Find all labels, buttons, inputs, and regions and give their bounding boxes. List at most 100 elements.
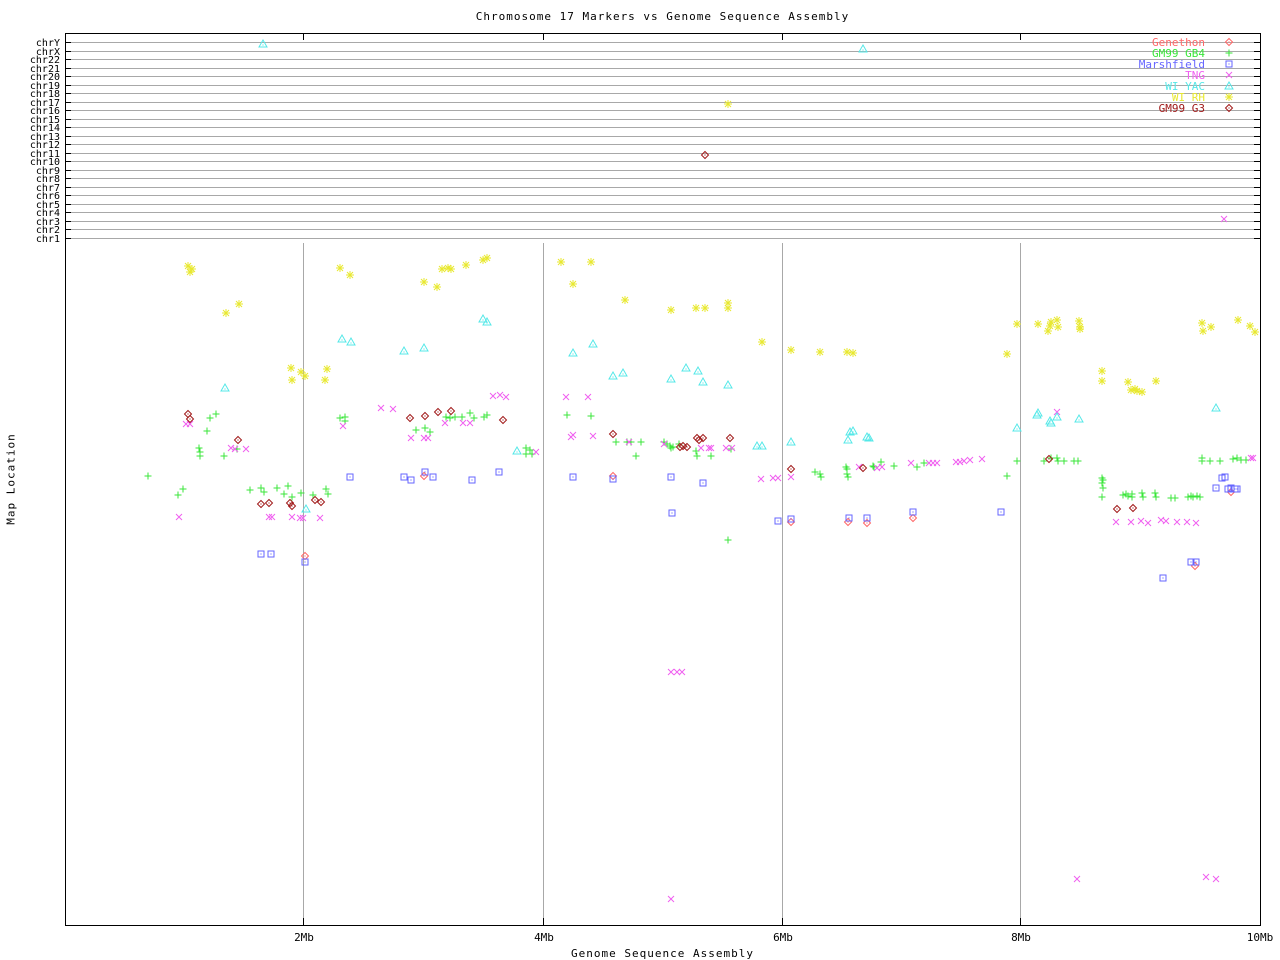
data-point — [399, 345, 409, 355]
data-point — [705, 444, 713, 452]
legend-label: GM99 GB4 — [1152, 47, 1205, 60]
data-point — [1198, 457, 1206, 465]
data-point — [1128, 503, 1138, 513]
data-point — [845, 514, 853, 522]
data-point — [666, 373, 676, 383]
data-point — [811, 468, 819, 476]
data-point — [288, 493, 296, 501]
data-point — [288, 513, 296, 521]
y-chrom-label: chr14 — [30, 123, 60, 134]
data-point — [309, 491, 317, 499]
data-point — [752, 440, 762, 450]
data-point — [724, 536, 732, 544]
data-point — [786, 436, 796, 446]
data-point — [844, 473, 852, 481]
data-point — [1040, 457, 1048, 465]
data-point — [1229, 455, 1237, 463]
data-point — [235, 300, 243, 308]
data-point — [878, 463, 886, 471]
data-point — [257, 484, 265, 492]
data-point — [569, 431, 577, 439]
data-point — [693, 452, 701, 460]
data-point — [412, 426, 420, 434]
data-point — [1199, 327, 1207, 335]
data-point — [774, 474, 782, 482]
data-point — [787, 515, 795, 523]
data-point — [569, 473, 577, 481]
y-chrom-label: chr4 — [36, 208, 60, 219]
data-point — [693, 365, 703, 375]
data-point — [667, 895, 675, 903]
data-point — [1127, 518, 1135, 526]
data-point — [222, 309, 230, 317]
data-point — [479, 256, 487, 264]
data-point — [203, 427, 211, 435]
data-point — [301, 372, 309, 380]
data-point — [1193, 492, 1201, 500]
data-point — [264, 498, 274, 508]
y-chrom-label: chr2 — [36, 225, 60, 236]
data-point — [701, 304, 709, 312]
data-point — [407, 434, 415, 442]
y-chrom-label: chr9 — [36, 166, 60, 177]
data-point — [697, 444, 705, 452]
data-point — [246, 486, 254, 494]
data-point — [227, 444, 235, 452]
data-point — [1046, 417, 1056, 427]
data-point — [817, 473, 825, 481]
x-tick-label: 2Mb — [294, 931, 314, 944]
data-point — [512, 445, 522, 455]
data-point — [419, 342, 429, 352]
data-point — [1034, 320, 1042, 328]
data-point — [242, 445, 250, 453]
data-point — [568, 347, 578, 357]
y-chrom-label: chrY — [36, 38, 60, 49]
data-point — [420, 278, 428, 286]
data-point — [1192, 558, 1200, 566]
series-gm99-gb4 — [144, 409, 1250, 544]
data-point — [1159, 574, 1167, 582]
series-genethon — [300, 471, 1236, 571]
y-chrom-label: chr22 — [30, 55, 60, 66]
data-point — [723, 379, 733, 389]
data-point — [1074, 413, 1084, 423]
data-point — [848, 425, 858, 435]
data-point — [233, 435, 243, 445]
data-point — [612, 438, 620, 446]
legend-marker-triangle-icon — [1224, 80, 1234, 90]
data-point — [637, 438, 645, 446]
data-point — [478, 313, 488, 323]
data-point — [346, 336, 356, 346]
series-gm99-g3 — [183, 150, 1138, 514]
data-point — [1251, 328, 1259, 336]
data-point — [978, 455, 986, 463]
data-point — [260, 488, 268, 496]
data-point — [908, 513, 918, 523]
y-chrom-label: chr10 — [30, 157, 60, 168]
data-point — [1054, 457, 1062, 465]
data-point — [1098, 479, 1106, 487]
data-point — [774, 517, 782, 525]
legend-label: Marshfield — [1139, 58, 1205, 71]
data-point — [757, 475, 765, 483]
data-point — [1003, 472, 1011, 480]
data-point — [420, 411, 430, 421]
data-point — [421, 424, 429, 432]
data-point — [1053, 454, 1061, 462]
data-point — [673, 668, 681, 676]
data-point — [1196, 493, 1204, 501]
data-point — [669, 443, 677, 451]
x-tick-label: 10Mb — [1247, 931, 1274, 944]
chart-title: Chromosome 17 Markers vs Genome Sequence… — [475, 10, 850, 23]
data-point — [1212, 875, 1220, 883]
data-point — [1013, 320, 1021, 328]
data-point — [1138, 388, 1146, 396]
data-point — [336, 264, 344, 272]
plot-border — [65, 33, 1261, 926]
data-point — [316, 497, 326, 507]
data-point — [459, 419, 467, 427]
data-point — [933, 459, 941, 467]
data-point — [920, 459, 928, 467]
data-point — [678, 668, 686, 676]
